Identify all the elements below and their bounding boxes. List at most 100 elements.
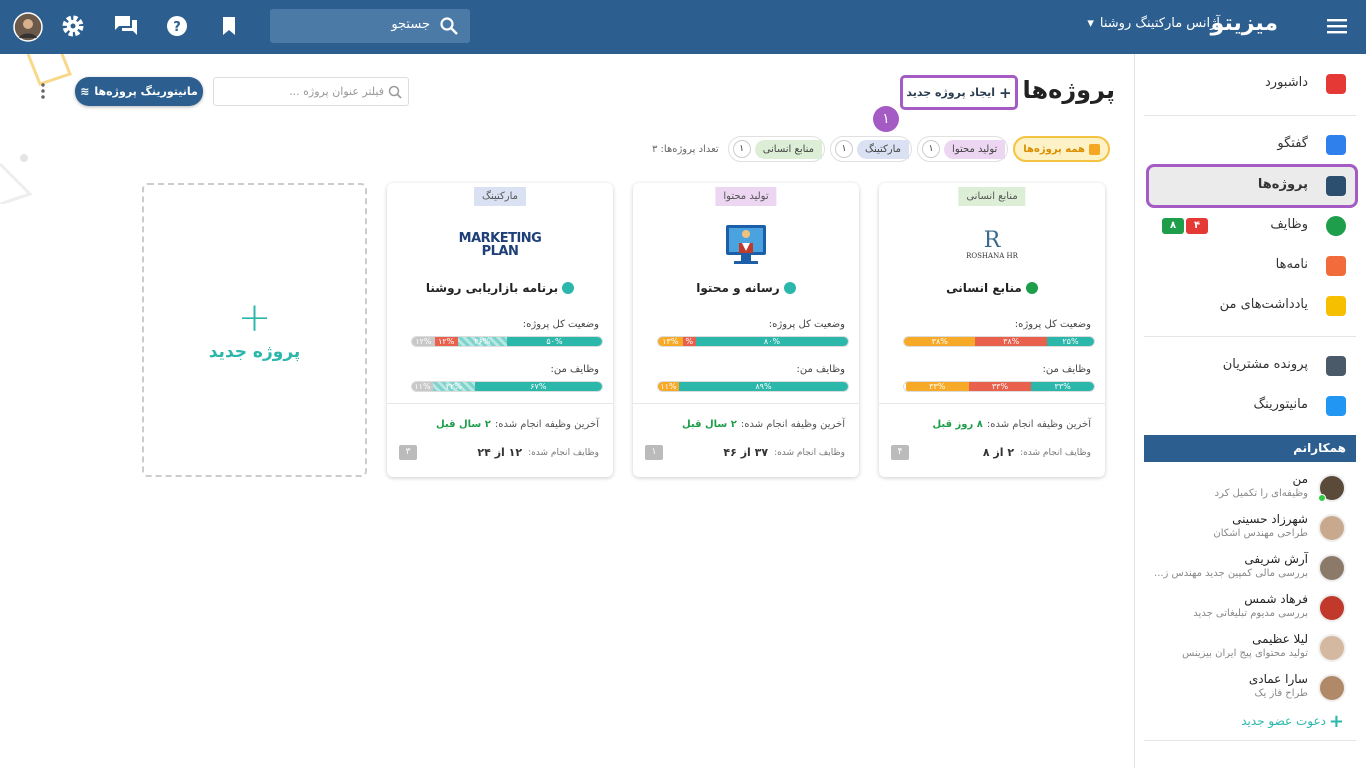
progress-bar: ۳۳% ۳۳% ۳۳% bbox=[903, 381, 1095, 392]
menu-icon bbox=[1326, 74, 1346, 94]
filter-tabs: همه پروژه‌ها تولید محتوا ۱ مارکتینگ ۱ منابع ا… bbox=[652, 136, 1110, 162]
project-card[interactable]: منابع انسانی R ROSHANA HR منابع انسانی وضعیت… bbox=[879, 183, 1105, 477]
last-task-row: آخرین وظیفه انجام شده: ۲ سال قبل bbox=[682, 419, 845, 430]
menu-icon bbox=[1326, 256, 1346, 276]
menu-item[interactable]: داشبورد bbox=[1265, 75, 1308, 90]
category-tab[interactable]: مارکتینگ ۱ bbox=[830, 136, 913, 162]
card-tag: مارکتینگ bbox=[474, 187, 526, 206]
tab-label: مارکتینگ bbox=[857, 139, 910, 159]
media-illustration bbox=[726, 225, 766, 264]
bar-segment: ۲۶% bbox=[457, 337, 507, 346]
bar-label: وضعیت کل پروژه: bbox=[1014, 319, 1091, 330]
done-label: وظایف انجام شده: bbox=[528, 447, 599, 458]
page-title: پروژه‌ها bbox=[1022, 76, 1116, 104]
new-project-button[interactable]: + ایجاد پروژه جدید bbox=[900, 75, 1018, 110]
new-project-card[interactable]: + پروژه جدید bbox=[142, 183, 367, 477]
menu-item[interactable]: مانیتورینگ bbox=[1253, 397, 1308, 412]
bar-segment: ۸۹% bbox=[678, 382, 848, 391]
bar-label: وضعیت کل پروژه: bbox=[522, 319, 599, 330]
menu-icon[interactable] bbox=[1327, 17, 1347, 35]
tab-label: منابع انسانی bbox=[754, 139, 823, 159]
colleague-avatar bbox=[1318, 554, 1346, 582]
menu-icon bbox=[1326, 216, 1346, 236]
progress-bar: ۲۵% ۳۸% ۳۸% bbox=[903, 336, 1095, 347]
card-logo bbox=[633, 219, 859, 271]
category-tab[interactable]: همه پروژه‌ها bbox=[1013, 136, 1110, 162]
last-task-value: ۸ روز قبل bbox=[932, 419, 983, 430]
more-menu[interactable] bbox=[41, 82, 45, 100]
colleague-name[interactable]: فرهاد شمس bbox=[1244, 592, 1308, 606]
tab-icon bbox=[1089, 143, 1100, 155]
card-badge: ۳ bbox=[399, 445, 417, 460]
colleague-name[interactable]: شهرزاد حسینی bbox=[1232, 512, 1308, 526]
menu-item[interactable]: نامه‌ها bbox=[1275, 257, 1308, 272]
card-logo: R ROSHANA HR bbox=[879, 219, 1105, 271]
done-value: ۲ از ۸ bbox=[982, 446, 1015, 459]
progress-bar: ۵۰% ۲۶% ۱۲% ۱۲% bbox=[411, 336, 603, 347]
chart-icon: ≋ bbox=[80, 85, 90, 98]
colleague-avatar bbox=[1318, 594, 1346, 622]
org-name: آژانس مارکتینگ روشنا bbox=[1099, 16, 1220, 31]
project-card[interactable]: مارکتینگ MARKETING PLAN برنامه بازاریابی رو… bbox=[387, 183, 613, 477]
help-icon[interactable]: ? bbox=[166, 15, 188, 37]
settings-icon[interactable] bbox=[62, 15, 84, 37]
bar-segment: ۶۷% bbox=[474, 382, 602, 391]
filter-input[interactable]: فیلتر عنوان پروژه ... bbox=[213, 77, 409, 106]
sidebar: داشبورد گفتگو پروژه‌ها وظایف نامه‌ها یادداشت‌… bbox=[1134, 54, 1366, 768]
colleague-name[interactable]: آرش شریفی bbox=[1244, 552, 1308, 566]
bar-segment: ۸۰% bbox=[696, 337, 848, 346]
colleague-name[interactable]: لیلا عظیمی bbox=[1252, 632, 1308, 646]
done-label: وظایف انجام شده: bbox=[774, 447, 845, 458]
monitoring-button[interactable]: مانیتورینگ پروژه‌ها ≋ bbox=[75, 77, 203, 106]
last-task-row: آخرین وظیفه انجام شده: ۸ روز قبل bbox=[933, 419, 1092, 430]
menu-item[interactable]: گفتگو bbox=[1277, 136, 1308, 151]
project-card[interactable]: تولید محتوا رسانه و محتوا وضعیت کل پروژه: ۸… bbox=[633, 183, 859, 477]
org-switcher[interactable]: آژانس مارکتینگ روشنا ▾ bbox=[1087, 16, 1220, 31]
colleagues-header: همکارانم bbox=[1144, 435, 1356, 462]
task-badge: ۴ bbox=[1186, 218, 1208, 234]
bar-segment: % bbox=[682, 337, 696, 346]
card-tag: تولید محتوا bbox=[715, 187, 777, 206]
last-task-value: ۲ سال قبل bbox=[435, 419, 491, 430]
invite-plus: + bbox=[1328, 711, 1344, 732]
chat-icon[interactable] bbox=[114, 15, 138, 37]
category-tab[interactable]: منابع انسانی ۱ bbox=[727, 136, 826, 162]
divider bbox=[1144, 740, 1356, 741]
card-badge: ۴ bbox=[891, 445, 909, 460]
last-task-label: آخرین وظیفه انجام شده: bbox=[740, 419, 845, 430]
bar-segment: ۱۲% bbox=[434, 337, 458, 346]
top-bar: میزیتو آژانس مارکتینگ روشنا ▾ جستجو ? bbox=[0, 0, 1366, 54]
bookmark-icon[interactable] bbox=[219, 16, 239, 36]
menu-icon bbox=[1326, 176, 1346, 196]
last-task-label: آخرین وظیفه انجام شده: bbox=[494, 419, 599, 430]
bar-segment: ۲۲% bbox=[432, 382, 475, 391]
logo[interactable]: میزیتو bbox=[1210, 11, 1278, 36]
filter-icon bbox=[388, 85, 402, 99]
menu-item[interactable]: پروژه‌ها bbox=[1257, 177, 1308, 192]
title-icon bbox=[1025, 282, 1038, 294]
colleague-name[interactable]: سارا عمادی bbox=[1248, 672, 1308, 686]
menu-item[interactable]: پرونده مشتریان bbox=[1222, 357, 1308, 372]
search-box[interactable]: جستجو bbox=[270, 9, 470, 43]
menu-item[interactable]: وظایف bbox=[1270, 217, 1308, 232]
decoration bbox=[0, 54, 72, 204]
invite-link[interactable]: دعوت عضو جدید bbox=[1241, 714, 1326, 728]
menu-icon bbox=[1326, 296, 1346, 316]
bar-label: وظایف من: bbox=[1042, 364, 1092, 375]
title-icon bbox=[562, 282, 575, 294]
last-task-value: ۲ سال قبل bbox=[681, 419, 737, 430]
divider bbox=[1144, 115, 1356, 116]
bar-segment: ۱۱% bbox=[658, 382, 679, 391]
card-title-row: رسانه و محتوا bbox=[633, 281, 859, 295]
done-label: وظایف انجام شده: bbox=[1020, 447, 1091, 458]
colleague-name[interactable]: من bbox=[1292, 472, 1308, 486]
colleague-role: وظیفه‌ای را تکمیل کرد bbox=[1214, 488, 1308, 499]
bar-label: وضعیت کل پروژه: bbox=[768, 319, 845, 330]
menu-item[interactable]: یادداشت‌های من bbox=[1219, 297, 1308, 312]
category-tab[interactable]: تولید محتوا ۱ bbox=[917, 136, 1009, 162]
user-avatar[interactable] bbox=[13, 12, 43, 42]
last-task-label: آخرین وظیفه انجام شده: bbox=[986, 419, 1091, 430]
online-dot bbox=[1318, 494, 1326, 502]
